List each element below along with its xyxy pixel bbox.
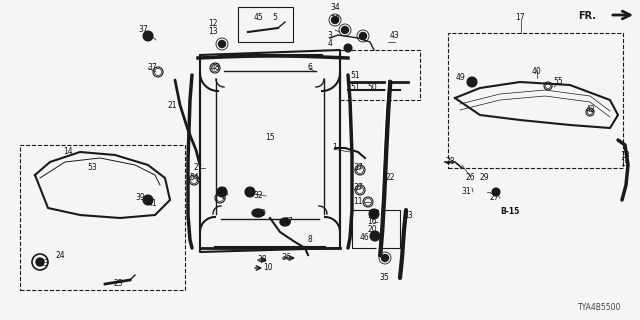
Text: 52: 52 [369, 210, 379, 219]
Text: 34: 34 [330, 4, 340, 12]
Text: 42: 42 [585, 106, 595, 115]
Text: 10: 10 [263, 263, 273, 273]
Text: 11: 11 [353, 197, 363, 206]
Text: 26: 26 [465, 173, 475, 182]
Bar [340, 50, 420, 100]
Text: 37: 37 [353, 164, 363, 172]
Text: 53: 53 [87, 164, 97, 172]
Text: 37: 37 [353, 183, 363, 193]
Text: 19: 19 [620, 158, 630, 167]
Circle shape [217, 187, 227, 197]
Circle shape [370, 231, 380, 241]
Text: 48: 48 [210, 63, 220, 73]
Text: 29: 29 [479, 173, 489, 182]
Text: 6: 6 [308, 63, 312, 73]
Text: 36: 36 [281, 253, 291, 262]
Circle shape [492, 188, 500, 196]
Text: 43: 43 [390, 31, 400, 41]
Text: 47: 47 [283, 218, 293, 227]
Text: 24: 24 [55, 252, 65, 260]
Circle shape [467, 77, 477, 87]
Circle shape [218, 41, 225, 47]
Text: 49: 49 [455, 74, 465, 83]
Text: 14: 14 [63, 148, 73, 156]
Text: TYA4B5500: TYA4B5500 [579, 303, 621, 313]
Circle shape [381, 254, 388, 261]
Bar [352, 210, 400, 248]
Bar [20, 145, 185, 290]
Circle shape [344, 44, 352, 52]
Text: 17: 17 [515, 13, 525, 22]
Text: 41: 41 [147, 199, 157, 209]
Circle shape [245, 187, 255, 197]
Text: 51: 51 [350, 83, 360, 92]
Ellipse shape [252, 209, 264, 217]
Text: 15: 15 [265, 133, 275, 142]
Text: 44: 44 [217, 188, 227, 196]
Text: 39: 39 [135, 194, 145, 203]
Text: 9: 9 [260, 209, 266, 218]
Text: 12: 12 [208, 20, 218, 28]
Text: 40: 40 [532, 68, 542, 76]
Text: 21: 21 [167, 100, 177, 109]
Text: 1: 1 [333, 143, 337, 153]
Text: 16: 16 [367, 218, 377, 227]
Circle shape [332, 17, 339, 23]
Text: 27: 27 [489, 194, 499, 203]
Text: 45: 45 [253, 13, 263, 22]
Text: 25: 25 [113, 279, 123, 289]
Text: 28: 28 [445, 157, 455, 166]
Text: 55: 55 [553, 77, 563, 86]
Text: 32: 32 [253, 191, 263, 201]
Text: 37: 37 [138, 26, 148, 35]
Text: 54: 54 [189, 173, 199, 182]
Text: 50: 50 [367, 83, 377, 92]
Text: 5: 5 [273, 13, 277, 22]
Text: 22: 22 [385, 173, 395, 182]
Circle shape [143, 195, 153, 205]
Text: 7: 7 [388, 83, 392, 92]
Text: 23: 23 [39, 260, 49, 268]
Circle shape [143, 31, 153, 41]
Text: 18: 18 [620, 150, 630, 159]
Text: 46: 46 [360, 234, 370, 243]
Text: 31: 31 [461, 188, 471, 196]
Text: 33: 33 [403, 212, 413, 220]
Text: B-15: B-15 [500, 207, 520, 217]
Text: 30: 30 [330, 15, 340, 25]
Text: 8: 8 [308, 236, 312, 244]
Circle shape [342, 27, 349, 34]
Text: FR.: FR. [578, 11, 596, 21]
Bar [448, 33, 623, 168]
Text: 38: 38 [257, 255, 267, 265]
Text: 3: 3 [328, 31, 332, 41]
Text: 51: 51 [350, 70, 360, 79]
Ellipse shape [280, 218, 290, 226]
Bar [238, 7, 293, 42]
Circle shape [360, 33, 367, 39]
Text: 37: 37 [147, 63, 157, 73]
Text: 35: 35 [379, 274, 389, 283]
Text: 4: 4 [328, 39, 332, 49]
Text: 20: 20 [367, 226, 377, 235]
Circle shape [36, 258, 44, 266]
Circle shape [369, 209, 379, 219]
Text: 2: 2 [194, 164, 198, 172]
Text: 13: 13 [208, 28, 218, 36]
